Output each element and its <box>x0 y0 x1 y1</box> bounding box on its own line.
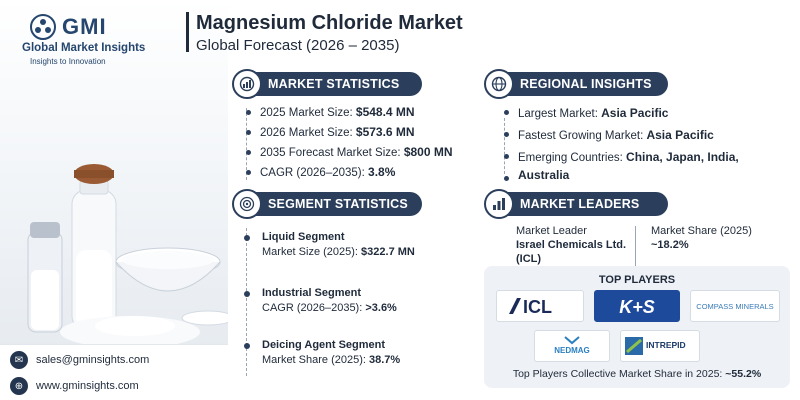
title-accent <box>186 12 189 52</box>
compass-minerals-logo-icon: COMPASS MINERALS <box>696 302 773 311</box>
regional-insights-list: Largest Market: Asia Pacific Fastest Gro… <box>500 102 739 184</box>
list-item: CAGR (2026–2035): 3.8% <box>242 162 453 182</box>
segment-connector <box>246 228 247 376</box>
leader-divider <box>635 226 636 266</box>
bullet-dot <box>244 343 250 349</box>
segment-metric: Market Share (2025): 38.7% <box>262 354 401 366</box>
target-icon <box>232 189 262 219</box>
list-item: Fastest Growing Market: Asia Pacific <box>500 124 739 146</box>
globe-icon <box>484 69 514 99</box>
segment-deicing: Deicing Agent Segment Market Share (2025… <box>262 339 400 366</box>
logo-text: GMI <box>62 14 107 39</box>
market-leader-block: Market Leader Israel Chemicals Ltd. (ICL… <box>516 224 626 266</box>
top-players-share: Top Players Collective Market Share in 2… <box>512 368 762 380</box>
bullet-dot <box>244 291 250 297</box>
svg-text:K+S: K+S <box>619 297 655 317</box>
page-subtitle: Global Forecast (2026 – 2035) <box>196 37 400 54</box>
svg-text:NEDMAG: NEDMAG <box>554 346 590 355</box>
svg-text:COMPASS MINERALS: COMPASS MINERALS <box>696 302 773 311</box>
website-row[interactable]: ⊕ www.gminsights.com <box>10 375 228 397</box>
market-leaders-label: MARKET LEADERS <box>520 197 640 211</box>
email-link[interactable]: sales@gminsights.com <box>36 354 150 366</box>
page-title: Magnesium Chloride Market <box>196 12 463 34</box>
segment-title: Deicing Agent Segment <box>262 339 386 351</box>
top-players-title: TOP PLAYERS <box>598 274 676 286</box>
leader-label: Market Leader <box>516 225 587 237</box>
brand-logo[interactable]: GMI Global Market Insights Insights to I… <box>8 14 208 66</box>
brand-tagline: Insights to Innovation <box>30 57 106 66</box>
leader-name-abbr: (ICL) <box>516 253 542 265</box>
product-photo <box>27 164 228 348</box>
leader-name: Israel Chemicals Ltd. <box>516 239 627 251</box>
gmi-emblem-icon <box>30 14 56 40</box>
email-icon: ✉ <box>10 351 28 369</box>
bullet-dot <box>244 235 250 241</box>
logo-intrepid[interactable]: INTREPID <box>620 330 700 362</box>
logo-mark: GMI <box>30 14 208 40</box>
website-link[interactable]: www.gminsights.com <box>36 380 139 392</box>
logo-icl[interactable]: ICL <box>496 290 584 322</box>
logo-ks[interactable]: K+S <box>594 290 680 322</box>
bar-chart-icon <box>484 189 514 219</box>
segment-industrial: Industrial Segment CAGR (2026–2035): >3.… <box>262 287 397 314</box>
intrepid-logo-icon: INTREPID <box>625 337 686 355</box>
list-item: 2035 Forecast Market Size: $800 MN <box>242 142 453 162</box>
web-icon: ⊕ <box>10 377 28 395</box>
globe-chart-icon <box>232 69 262 99</box>
regional-insights-label: REGIONAL INSIGHTS <box>520 77 652 91</box>
market-statistics-label: MARKET STATISTICS <box>268 77 400 91</box>
svg-text:INTREPID: INTREPID <box>646 340 686 350</box>
nedmag-logo-icon: NEDMAG <box>554 336 590 355</box>
logo-compass-minerals[interactable]: COMPASS MINERALS <box>690 290 780 322</box>
market-leaders-header: MARKET LEADERS <box>484 189 668 219</box>
share-label: Market Share (2025) <box>651 225 752 237</box>
ks-logo-icon: K+S <box>619 297 655 317</box>
segment-statistics-header: SEGMENT STATISTICS <box>232 189 422 219</box>
top-players-panel: TOP PLAYERS ICL K+S COMPASS MINERALS NED… <box>484 266 790 388</box>
stats-connector <box>246 108 247 180</box>
segment-title: Liquid Segment <box>262 231 345 243</box>
segment-metric: CAGR (2026–2035): >3.6% <box>262 302 397 314</box>
contact-panel: ✉ sales@gminsights.com ⊕ www.gminsights.… <box>0 344 228 400</box>
list-item: Emerging Countries: China, Japan, India, <box>500 146 739 168</box>
icl-logo-icon: ICL <box>509 297 552 317</box>
segment-liquid: Liquid Segment Market Size (2025): $322.… <box>262 231 415 258</box>
brand-name: Global Market Insights <box>22 42 146 54</box>
market-share-block: Market Share (2025) ~18.2% <box>651 224 752 252</box>
email-row[interactable]: ✉ sales@gminsights.com <box>10 349 228 371</box>
list-item: 2026 Market Size: $573.6 MN <box>242 122 453 142</box>
regional-insights-header: REGIONAL INSIGHTS <box>484 69 668 99</box>
list-item: 2025 Market Size: $548.4 MN <box>242 102 453 122</box>
segment-title: Industrial Segment <box>262 287 362 299</box>
list-item-continued: Australia <box>500 168 739 184</box>
logo-nedmag[interactable]: NEDMAG <box>534 330 610 362</box>
svg-text:ICL: ICL <box>523 297 552 317</box>
regional-connector <box>504 118 505 174</box>
segment-statistics-label: SEGMENT STATISTICS <box>268 197 408 211</box>
share-value: ~18.2% <box>651 239 689 251</box>
segment-metric: Market Size (2025): $322.7 MN <box>262 246 415 258</box>
list-item: Largest Market: Asia Pacific <box>500 102 739 124</box>
market-statistics-list: 2025 Market Size: $548.4 MN 2026 Market … <box>242 102 453 182</box>
market-statistics-header: MARKET STATISTICS <box>232 69 422 99</box>
